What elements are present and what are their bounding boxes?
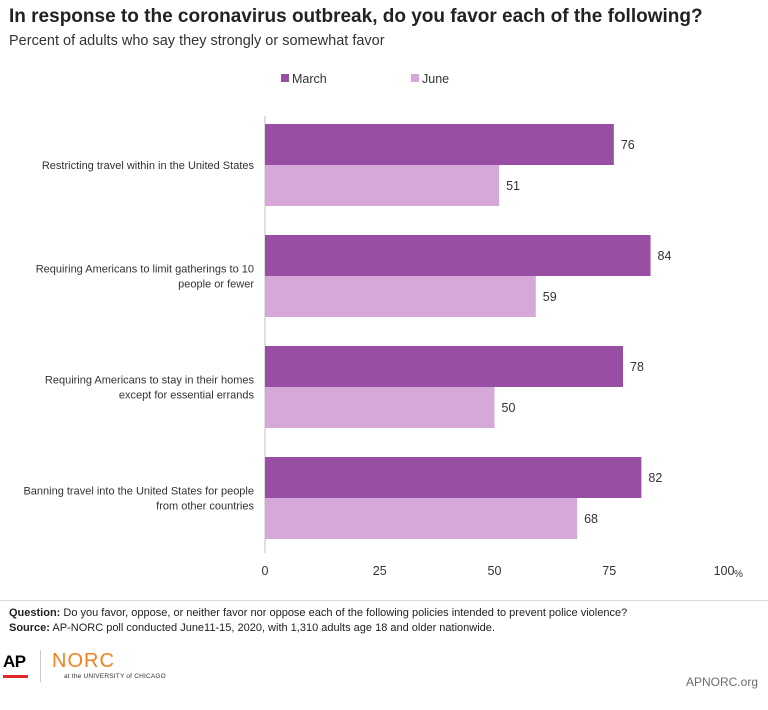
source-text: AP-NORC poll conducted June11-15, 2020, … — [49, 622, 495, 634]
bar-march-2 — [265, 346, 624, 387]
legend-swatch-june — [411, 74, 419, 82]
question-label: Question: — [9, 607, 61, 619]
category-label-2-line-0: Requiring Americans to stay in their hom… — [45, 375, 255, 387]
norc-logo-subtitle: at the UNIVERSITY of CHICAGO — [64, 673, 166, 680]
chart-subtitle: Percent of adults who say they strongly … — [9, 33, 385, 49]
legend-swatch-march — [281, 74, 289, 82]
x-tick-label-100: 100 — [714, 564, 735, 578]
category-label-1-line-1: people or fewer — [178, 279, 254, 291]
category-label-3-line-0: Banning travel into the United States fo… — [23, 486, 254, 498]
bar-march-0 — [265, 124, 614, 165]
bar-march-3 — [265, 457, 642, 498]
bar-june-2 — [265, 387, 495, 428]
legend-label-march: March — [292, 72, 327, 86]
x-axis-unit: % — [734, 569, 743, 580]
norc-logo: NORC — [52, 650, 115, 672]
bar-june-3 — [265, 498, 578, 539]
bar-chart: March June 76 51 Restricting travel within i… — [23, 72, 743, 580]
site-link[interactable]: APNORC.org — [685, 675, 758, 689]
footnotes: Question: Do you favor, oppose, or neith… — [9, 606, 759, 636]
category-label-1-line-0: Requiring Americans to limit gatherings … — [36, 264, 254, 276]
logo-separator — [40, 650, 41, 682]
data-label-june-3: 68 — [584, 512, 598, 526]
ap-logo-underline — [3, 675, 28, 678]
bar-march-1 — [265, 235, 651, 276]
legend-label-june: June — [422, 72, 449, 86]
question-note: Question: Do you favor, oppose, or neith… — [9, 606, 759, 621]
x-tick-label-0: 0 — [262, 564, 269, 578]
category-label-3-line-1: from other countries — [156, 501, 254, 513]
bar-june-1 — [265, 276, 536, 317]
x-tick-label-25: 25 — [373, 564, 387, 578]
footer-divider — [0, 600, 768, 601]
data-label-march-0: 76 — [621, 138, 635, 152]
question-text: Do you favor, oppose, or neither favor n… — [60, 607, 628, 619]
category-label-0: Restricting travel within in the United … — [42, 160, 255, 172]
x-tick-label-50: 50 — [488, 564, 502, 578]
category-label-2-line-1: except for essential errands — [119, 390, 255, 402]
x-tick-label-75: 75 — [602, 564, 616, 578]
chart-title: In response to the coronavirus outbreak,… — [9, 6, 703, 27]
bar-june-0 — [265, 165, 500, 206]
data-label-june-0: 51 — [506, 179, 520, 193]
data-label-march-1: 84 — [658, 249, 672, 263]
ap-logo: AP — [3, 652, 26, 671]
data-label-june-1: 59 — [543, 290, 557, 304]
data-label-june-2: 50 — [502, 401, 516, 415]
data-label-march-2: 78 — [630, 360, 644, 374]
source-label: Source: — [9, 622, 50, 634]
source-note: Source: AP-NORC poll conducted June11-15… — [9, 621, 759, 636]
data-label-march-3: 82 — [648, 471, 662, 485]
